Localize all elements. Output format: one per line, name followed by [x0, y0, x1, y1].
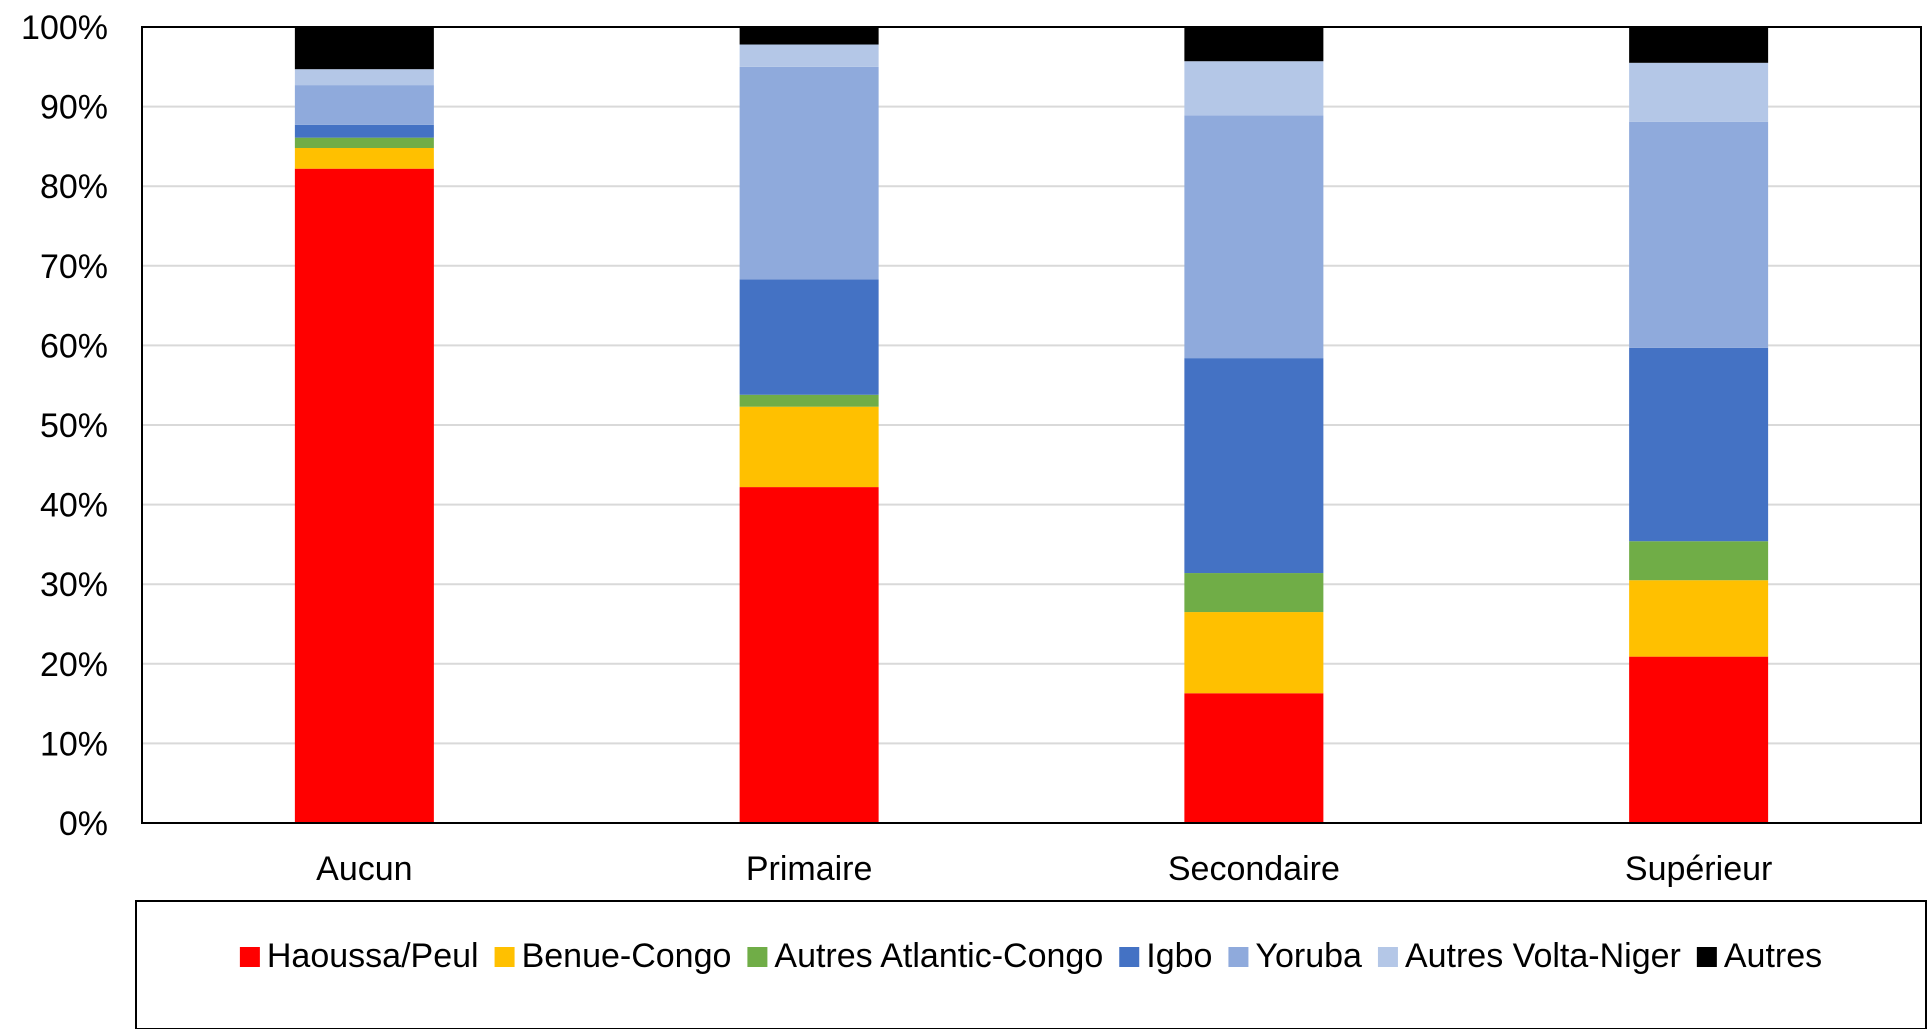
y-tick-label: 0%	[59, 805, 108, 843]
bar-aucun-autres-volta-niger	[294, 69, 434, 86]
x-axis-category-labels: Aucun Primaire Secondaire Supérieur	[316, 850, 1772, 888]
legend-label: Igbo	[1146, 937, 1212, 975]
legend-item-autres: Autres	[1696, 937, 1822, 975]
bar-secondaire-igbo	[1184, 358, 1324, 574]
legend-label: Haoussa/Peul	[267, 937, 479, 975]
bar-aucun-benue-congo	[294, 147, 434, 169]
legend-label: Autres Atlantic-Congo	[774, 937, 1103, 975]
y-tick-label: 60%	[40, 327, 108, 365]
x-tick-label-superieur: Supérieur	[1625, 850, 1772, 888]
bar-primaire-autres	[739, 27, 879, 45]
y-tick-label: 90%	[40, 89, 108, 127]
legend-item-haoussa-peul: Haoussa/Peul	[239, 937, 479, 975]
legend-item-yoruba: Yoruba	[1228, 937, 1362, 975]
y-tick-label: 20%	[40, 646, 108, 684]
legend-label: Autres	[1724, 937, 1822, 975]
bar-superieur-autres-atlantic-congo	[1629, 541, 1769, 581]
bar-aucun-autres	[294, 27, 434, 70]
bar-superieur-yoruba	[1629, 121, 1769, 348]
bar-superieur-autres-volta-niger	[1629, 62, 1769, 122]
bar-secondaire-yoruba	[1184, 115, 1324, 359]
bar-secondaire-benue-congo	[1184, 612, 1324, 694]
y-tick-label: 50%	[40, 407, 108, 445]
legend-item-autres-atlantic-congo: Autres Atlantic-Congo	[747, 937, 1103, 975]
legend-swatch	[747, 947, 768, 967]
legend-swatch	[1119, 947, 1140, 967]
y-tick-label: 100%	[21, 9, 108, 47]
bar-aucun-yoruba	[294, 85, 434, 125]
bar-aucun-haoussa-peul	[294, 168, 434, 824]
bars	[294, 27, 1769, 824]
x-tick-label-primaire: Primaire	[746, 850, 873, 888]
bar-primaire-autres-atlantic-congo	[739, 394, 879, 407]
legend-swatch	[1696, 947, 1717, 967]
bar-primaire-haoussa-peul	[739, 487, 879, 823]
bar-primaire-autres-volta-niger	[739, 44, 879, 67]
bar-aucun-igbo	[294, 124, 434, 138]
bar-secondaire-autres-volta-niger	[1184, 61, 1324, 116]
bar-primaire-yoruba	[739, 66, 879, 280]
legend-item-benue-congo: Benue-Congo	[494, 937, 732, 975]
y-tick-label: 80%	[40, 168, 108, 206]
bar-secondaire-haoussa-peul	[1184, 693, 1324, 823]
bar-superieur-igbo	[1629, 347, 1769, 542]
bar-primaire-benue-congo	[739, 406, 879, 488]
y-tick-label: 70%	[40, 248, 108, 286]
plot-area-border	[141, 26, 1922, 824]
legend-label: Yoruba	[1255, 937, 1362, 975]
x-tick-label-aucun: Aucun	[316, 850, 412, 888]
legend-border	[135, 900, 1927, 1029]
legend: Haoussa/Peul Benue-Congo Autres Atlantic-C…	[135, 900, 1927, 1029]
y-tick-label: 40%	[40, 487, 108, 525]
y-tick-label: 30%	[40, 566, 108, 604]
gridlines	[142, 105, 1921, 745]
legend-label: Autres Volta-Niger	[1405, 937, 1681, 975]
x-tick-label-secondaire: Secondaire	[1168, 850, 1340, 888]
y-tick-label: 10%	[40, 725, 108, 763]
bar-aucun-autres-atlantic-congo	[294, 137, 434, 148]
legend-items: Haoussa/Peul Benue-Congo Autres Atlantic-C…	[239, 937, 1822, 975]
bar-secondaire-autres-atlantic-congo	[1184, 573, 1324, 613]
y-axis-tick-labels: 0% 10% 20% 30% 40% 50% 60% 70% 80% 90% 100%	[21, 9, 108, 843]
bar-superieur-haoussa-peul	[1629, 656, 1769, 823]
bar-primaire-igbo	[739, 279, 879, 395]
legend-swatch	[1228, 947, 1249, 967]
bar-superieur-autres	[1629, 27, 1769, 63]
legend-label: Benue-Congo	[522, 937, 732, 975]
legend-item-igbo: Igbo	[1119, 937, 1212, 975]
bar-secondaire-autres	[1184, 27, 1324, 62]
legend-swatch	[494, 947, 515, 967]
legend-item-autres-volta-niger: Autres Volta-Niger	[1377, 937, 1681, 975]
bar-superieur-benue-congo	[1629, 580, 1769, 657]
legend-swatch	[1377, 947, 1398, 967]
legend-swatch	[239, 947, 260, 967]
